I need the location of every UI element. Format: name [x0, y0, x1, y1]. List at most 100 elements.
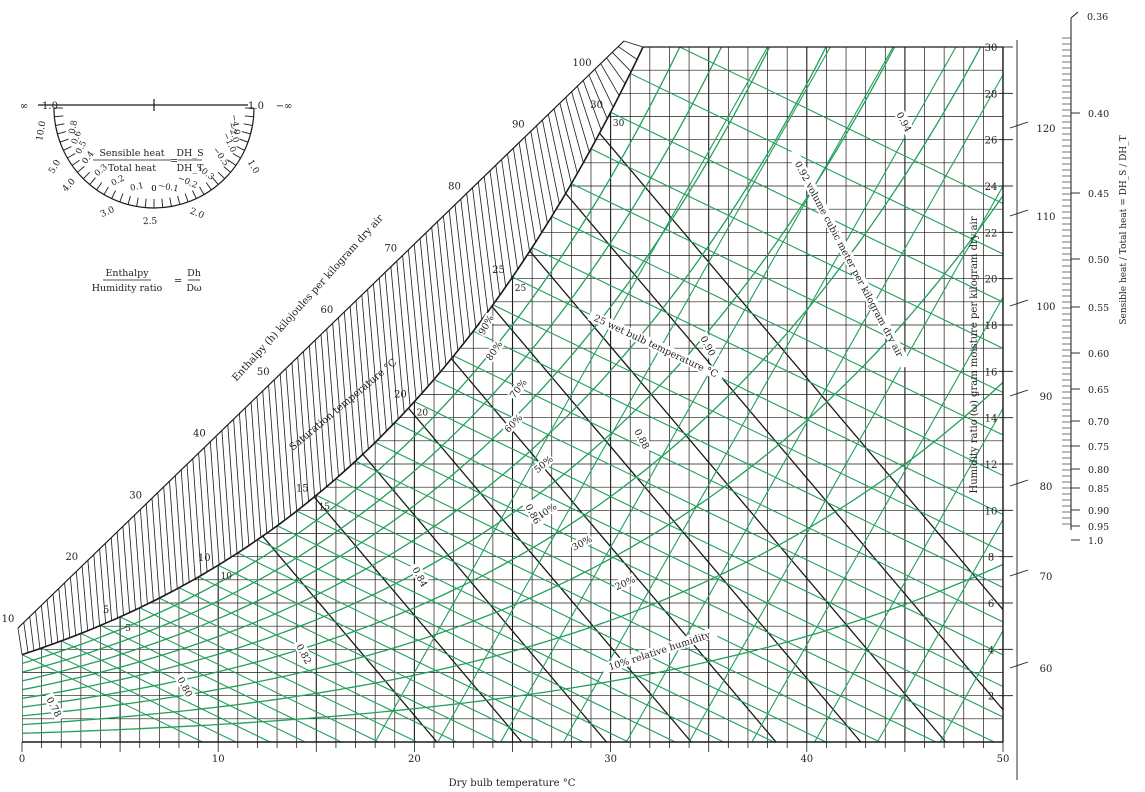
wet-bulb-line [217, 564, 584, 742]
enthalpy-hatch [617, 46, 638, 60]
wet-bulb-line [316, 494, 827, 742]
x-axis-title: Dry bulb temperature °C [449, 778, 576, 789]
enthalpy-hatch [180, 469, 190, 583]
protractor-inner-label: 0.6 [70, 130, 84, 146]
y-tick-label: 30 [985, 43, 998, 54]
enthalpy-tick-label: 10 [2, 614, 15, 625]
enthalpy-hatch [489, 170, 507, 287]
enthalpy-hatch [571, 91, 590, 153]
wet-bulb-value: 5 [125, 624, 131, 634]
shr-tick-label: 0.65 [1088, 385, 1109, 396]
saturation-tick-label: 30 [590, 100, 603, 111]
enthalpy-hatch [495, 165, 513, 279]
rh-curve [22, 47, 739, 673]
enthalpy-hatch [174, 475, 184, 586]
protractor-right-end: −∞ [276, 101, 293, 112]
wet-bulb-value: 25 [515, 284, 527, 294]
enthalpy-right-label: 120 [1036, 124, 1055, 135]
rh-label-bg [501, 411, 525, 436]
enthalpy-hatch [198, 452, 208, 572]
protractor-tick [228, 159, 237, 166]
enthalpy-right-tick [1009, 569, 1029, 577]
protractor-tick [77, 166, 85, 173]
protractor-inner-label-r: 0 [151, 184, 156, 194]
enthalpy-hatch [582, 80, 602, 131]
shr-fraction-den: Total heat [108, 163, 156, 174]
enthalpy-hatch [209, 441, 220, 565]
wet-bulb-line [276, 525, 724, 742]
rh-curve [22, 47, 847, 691]
enthalpy-hatch [17, 627, 23, 655]
enthalpy-hatch [600, 63, 620, 96]
rh-curve [22, 47, 788, 682]
shr-tick-label: 1.0 [1088, 536, 1103, 547]
y-tick-label: 10 [985, 506, 998, 517]
protractor-tick [212, 177, 219, 185]
enthalpy-hatch [297, 357, 309, 502]
enthalpy-hatch [378, 278, 393, 426]
protractor-outer-label: 4.0 [61, 177, 78, 195]
y-tick-label: 28 [985, 89, 998, 100]
enthalpy-right-label: 70 [1040, 572, 1053, 583]
protractor-tick [57, 131, 67, 135]
enthalpy-right-tick [1009, 299, 1029, 307]
protractor-tick [67, 153, 76, 159]
rh-curve [22, 47, 916, 700]
protractor-tick [192, 190, 197, 199]
wet-bulb-line [80, 632, 306, 742]
protractor-tick [144, 198, 147, 208]
enthalpy-hatch [93, 554, 100, 626]
enthalpy-right-label: 110 [1036, 212, 1055, 223]
protractor-right-one: 1.0 [248, 101, 264, 112]
enthalpy-hatch [227, 424, 238, 554]
shr-tick-label: 0.95 [1088, 522, 1109, 533]
protractor-tick [236, 146, 245, 151]
shr-tick-label: 0.60 [1088, 349, 1109, 360]
wet-bulb-line [296, 510, 775, 742]
enthalpy-right-label: 80 [1040, 482, 1053, 493]
enthalpy-hatch [303, 351, 315, 497]
enthalpy-hatch [250, 402, 262, 538]
enthalpy-hatch [390, 266, 405, 413]
protractor-left-one: 1.0 [42, 101, 58, 112]
enthalpy-tick-label: 70 [384, 243, 397, 254]
saturation-tick-label: 5 [103, 605, 109, 616]
protractor-tick [89, 177, 96, 185]
enthalpy-hatch [244, 407, 256, 542]
protractor-tick [217, 171, 226, 180]
protractor-inner-label: 0.2 [110, 174, 127, 189]
cross-line [500, 47, 894, 742]
enthalpy-hatch [565, 97, 584, 163]
enthalpy-hatch [413, 244, 429, 387]
shr-tick-label: 0.85 [1088, 484, 1109, 495]
protractor-tick [184, 193, 189, 203]
x-tick-label: 50 [997, 754, 1010, 765]
protractor-inner-label: 0 [151, 184, 156, 194]
wet-bulb-line [60, 640, 271, 742]
enthalpy-rhs-den: Dω [186, 283, 202, 294]
y-tick-label: 6 [988, 599, 994, 610]
protractor-tick [111, 190, 116, 199]
wet-bulb-line [649, 47, 1003, 742]
protractor-outer-label: 1.0 [245, 158, 261, 176]
enthalpy-hatch [140, 509, 148, 605]
enthalpy-right-tick [1009, 389, 1029, 397]
saturation-curve [21, 46, 644, 656]
protractor-tick [241, 131, 251, 135]
y-axis-title: Humidity ratio (ω) gram moisture per kil… [969, 216, 980, 493]
enthalpy-hatch [70, 577, 77, 636]
enthalpy-hatch [274, 379, 286, 521]
cross-line [688, 47, 1003, 742]
rh-label-bg [531, 452, 556, 476]
wet-bulb-line [335, 478, 881, 742]
protractor-tick [169, 197, 172, 207]
shr-eq: = [170, 156, 178, 167]
rh-label-bg [600, 626, 718, 675]
wet-bulb-line [41, 647, 237, 742]
enthalpy-hatch [163, 486, 172, 592]
enthalpy-hatch [460, 198, 477, 328]
wet-bulb-line [551, 216, 1003, 742]
shr-tick-label: 0.55 [1088, 303, 1109, 314]
enthalpy-hatch [349, 306, 363, 455]
